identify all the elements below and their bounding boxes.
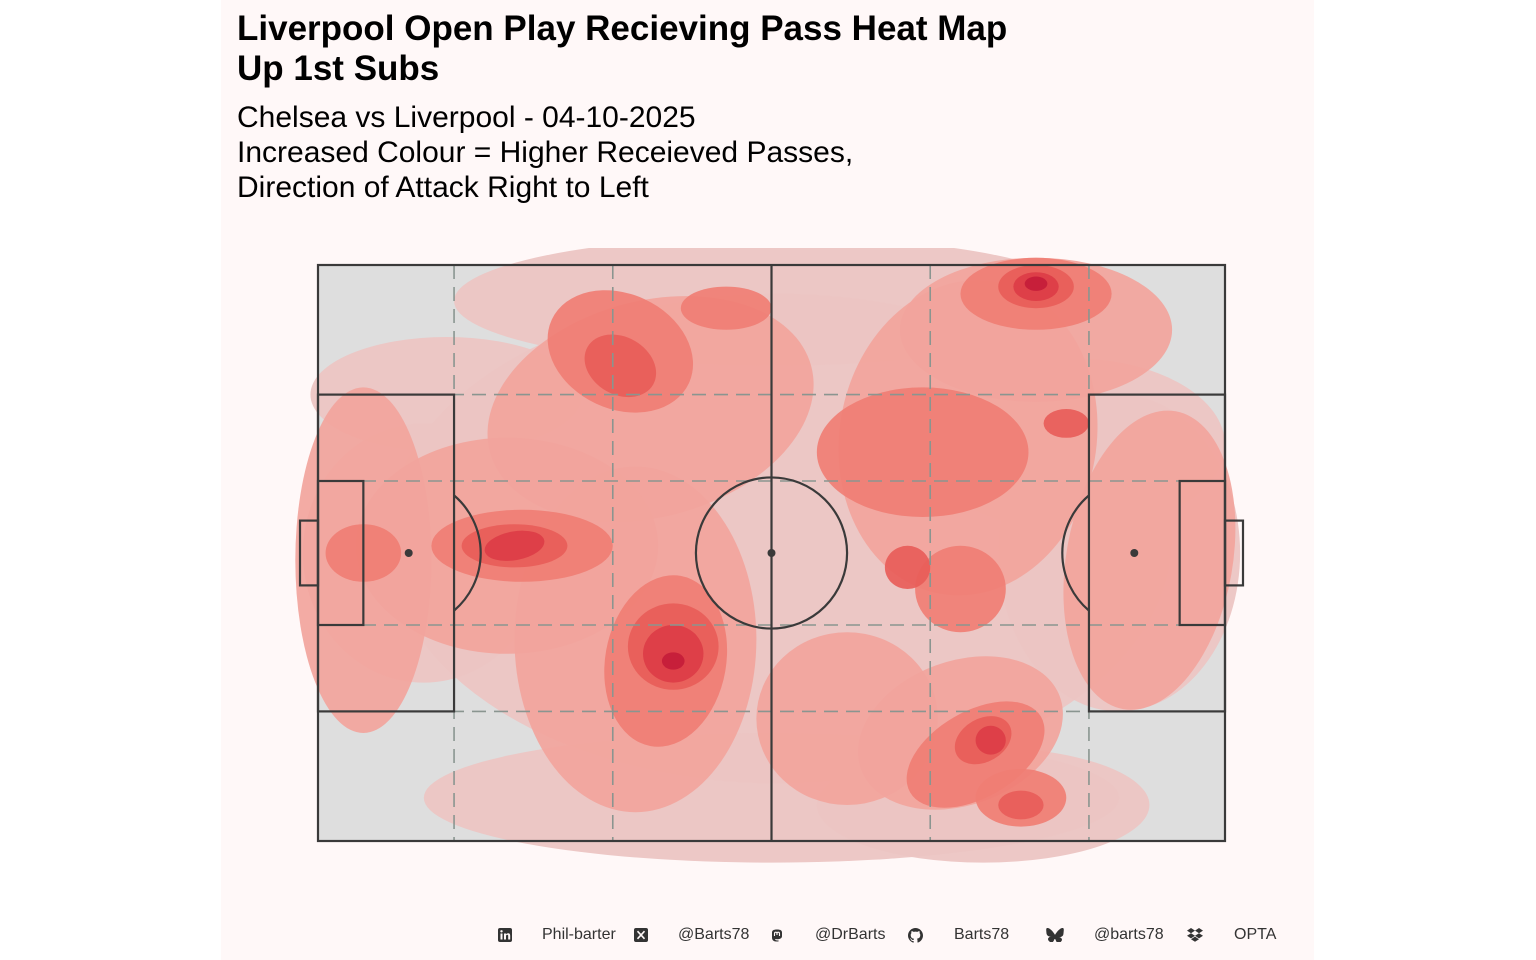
density-blob (756, 632, 938, 805)
density-blob (1063, 410, 1236, 710)
caption-bluesky-label: @barts78 (1094, 926, 1164, 943)
bluesky-icon (1046, 927, 1064, 944)
density-blob (1043, 409, 1089, 438)
goal-right (1223, 519, 1245, 587)
dropbox-icon (1187, 928, 1203, 942)
density-level-6 (661, 276, 1048, 670)
density-blob (661, 652, 685, 670)
caption-bar: Phil-barter @Barts78 @DrBarts Barts78 @b… (0, 924, 1536, 946)
caption-linkedin-label: Phil-barter (542, 926, 616, 943)
penalty-spot-left (404, 549, 413, 557)
density-blob (884, 545, 931, 590)
penalty-spot-right (1130, 549, 1139, 557)
caption-source-label: OPTA (1234, 926, 1277, 943)
chart-subtitle-line-3: Direction of Attack Right to Left (237, 171, 649, 204)
density-blob (998, 790, 1044, 820)
density-blob (484, 530, 545, 561)
density-blob (680, 286, 772, 330)
density-blob (915, 545, 1006, 633)
centre-circle (694, 476, 849, 630)
caption-mastodon-label: @DrBarts (815, 926, 886, 943)
density-blob (584, 334, 657, 398)
x-twitter-icon (634, 928, 648, 942)
density-blob (1024, 276, 1048, 291)
density-blob (816, 387, 1029, 517)
chart-title-line-2: Up 1st Subs (237, 49, 440, 88)
caption-x-label: @Barts78 (678, 926, 750, 943)
penalty-arc-left (453, 494, 482, 612)
github-icon (908, 928, 923, 943)
chart-subtitle: Chelsea vs Liverpool - 04-10-2025 Increa… (237, 100, 853, 205)
mastodon-icon (770, 928, 784, 942)
goal-left (298, 519, 320, 587)
chart-subtitle-line-2: Increased Colour = Higher Receieved Pass… (237, 136, 854, 169)
pitch-markings (298, 263, 1245, 843)
chart-subtitle-line-1: Chelsea vs Liverpool - 04-10-2025 (237, 101, 696, 134)
linkedin-icon (498, 928, 512, 942)
density-layer (295, 248, 1241, 863)
density-blob (975, 725, 1006, 755)
chart-title: Liverpool Open Play Recieving Pass Heat … (237, 9, 1007, 89)
penalty-arc-right (1061, 494, 1090, 612)
chart-title-line-1: Liverpool Open Play Recieving Pass Heat … (237, 9, 1008, 48)
caption-github-label: Barts78 (954, 926, 1010, 943)
centre-spot (767, 549, 776, 557)
